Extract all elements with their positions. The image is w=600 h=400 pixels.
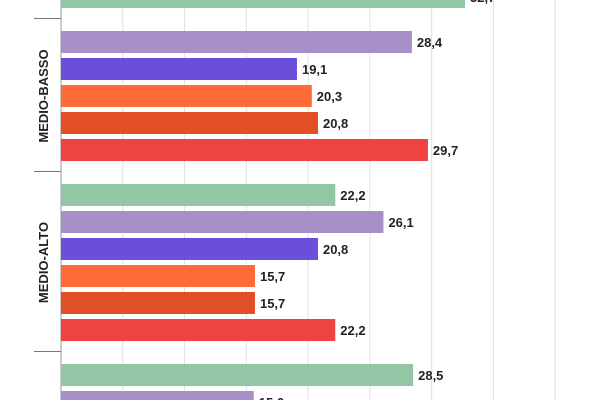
- bars: [61, 0, 465, 400]
- bar: [61, 391, 254, 400]
- bar: [61, 31, 412, 53]
- bar: [61, 0, 465, 8]
- data-label: 20,3: [317, 89, 342, 104]
- data-label: 28,5: [418, 368, 443, 383]
- data-label: 28,4: [417, 35, 443, 50]
- data-label: 29,7: [433, 143, 458, 158]
- bar: [61, 238, 318, 260]
- bar: [61, 364, 414, 386]
- bar: [61, 139, 428, 161]
- bar: [61, 184, 336, 206]
- data-label: 15,7: [260, 269, 285, 284]
- bar: [61, 265, 255, 287]
- data-label: 20,8: [323, 116, 348, 131]
- bar: [61, 85, 312, 107]
- data-labels: 32,7 28,4 19,1 20,3 20,8 29,7 22,2 26,1 20,8 15,7…: [259, 0, 496, 400]
- data-label: 15,7: [260, 296, 285, 311]
- data-label: 32,7: [470, 0, 495, 5]
- data-label: 19,1: [302, 62, 327, 77]
- data-label: 15,6: [259, 395, 284, 400]
- data-label: 22,2: [340, 323, 365, 338]
- group-label: MEDIO-BASSO: [36, 49, 51, 142]
- bar: [61, 112, 318, 134]
- bar: [61, 211, 384, 233]
- data-label: 26,1: [388, 215, 413, 230]
- group-labels: MEDIO-BASSO MEDIO-ALTO: [36, 49, 51, 303]
- bar: [61, 58, 297, 80]
- group-label: MEDIO-ALTO: [36, 222, 51, 303]
- data-label: 22,2: [340, 188, 365, 203]
- bar: [61, 292, 255, 314]
- data-label: 20,8: [323, 242, 348, 257]
- bar: [61, 319, 336, 341]
